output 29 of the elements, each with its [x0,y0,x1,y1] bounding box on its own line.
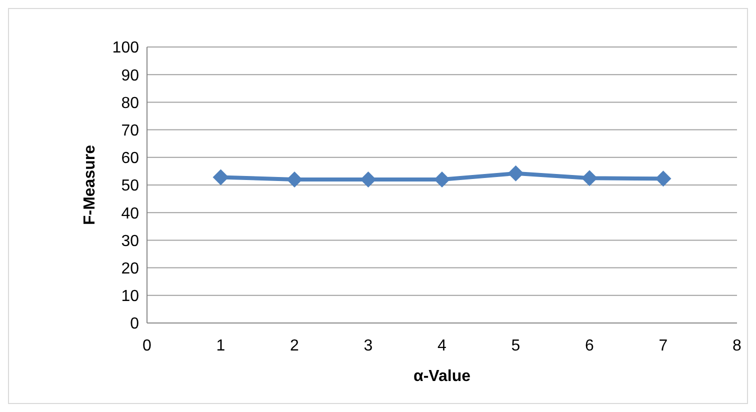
x-tick-label: 4 [438,337,447,354]
y-tick-label: 20 [121,260,140,278]
point [508,165,524,182]
x-tick-label: 1 [216,337,226,354]
point [655,170,672,187]
y-tick-label: 30 [121,232,140,250]
y-tick-label: 50 [121,178,140,195]
x-tick-label: 8 [732,337,742,354]
x-tick-label: 5 [511,337,520,354]
point [212,169,229,186]
x-tick-label: 0 [142,337,152,354]
y-tick-label: 70 [121,122,140,140]
x-axis-title: α-Value [414,368,471,385]
y-tick-label: 90 [121,67,140,84]
point [286,171,302,188]
x-tick-label: 2 [290,337,300,354]
point [582,170,598,186]
y-axis-title: F-Measure [82,144,99,226]
point [360,171,376,188]
point [434,171,450,188]
x-tick-label: 7 [658,337,668,354]
y-tick-label: 80 [121,94,140,112]
y-tick-label: 100 [112,40,140,57]
y-tick-label: 40 [121,205,140,222]
y-tick-label: 0 [130,316,140,333]
y-tick-label: 10 [121,288,140,306]
x-tick-label: 6 [585,337,594,354]
x-tick-label: 3 [364,337,373,354]
y-tick-label: 60 [121,150,140,168]
